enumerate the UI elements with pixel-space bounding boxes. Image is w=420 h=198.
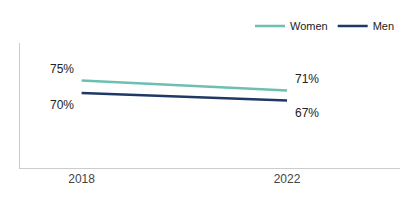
svg-text:67%: 67% (295, 106, 319, 120)
svg-text:2018: 2018 (68, 172, 95, 186)
svg-text:Men: Men (373, 20, 394, 32)
svg-text:2022: 2022 (274, 172, 301, 186)
svg-text:Women: Women (290, 20, 328, 32)
svg-text:75%: 75% (50, 62, 74, 76)
svg-text:71%: 71% (295, 72, 319, 86)
svg-text:70%: 70% (50, 98, 74, 112)
